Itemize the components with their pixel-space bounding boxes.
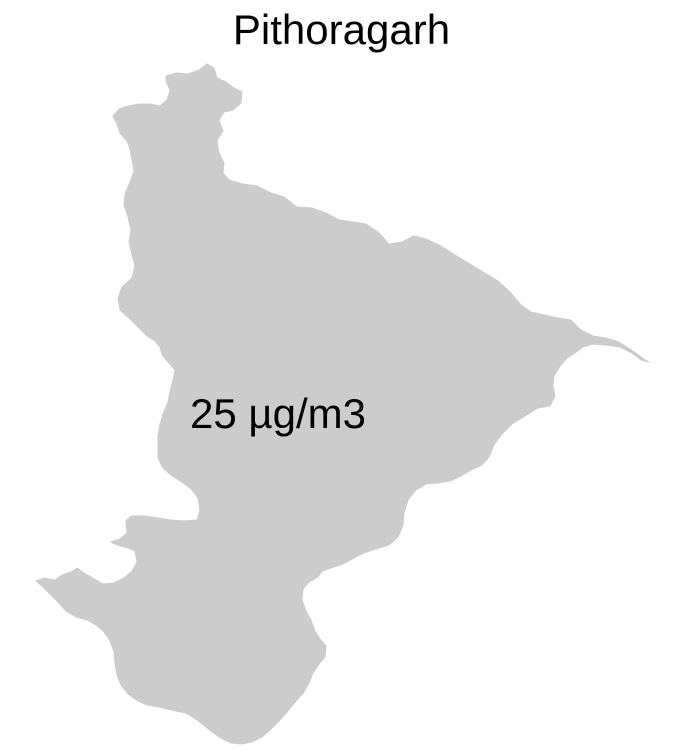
region-value-label: 25 µg/m3	[190, 390, 366, 437]
map-title: Pithoragarh	[232, 6, 451, 53]
district-boundary	[35, 63, 650, 745]
